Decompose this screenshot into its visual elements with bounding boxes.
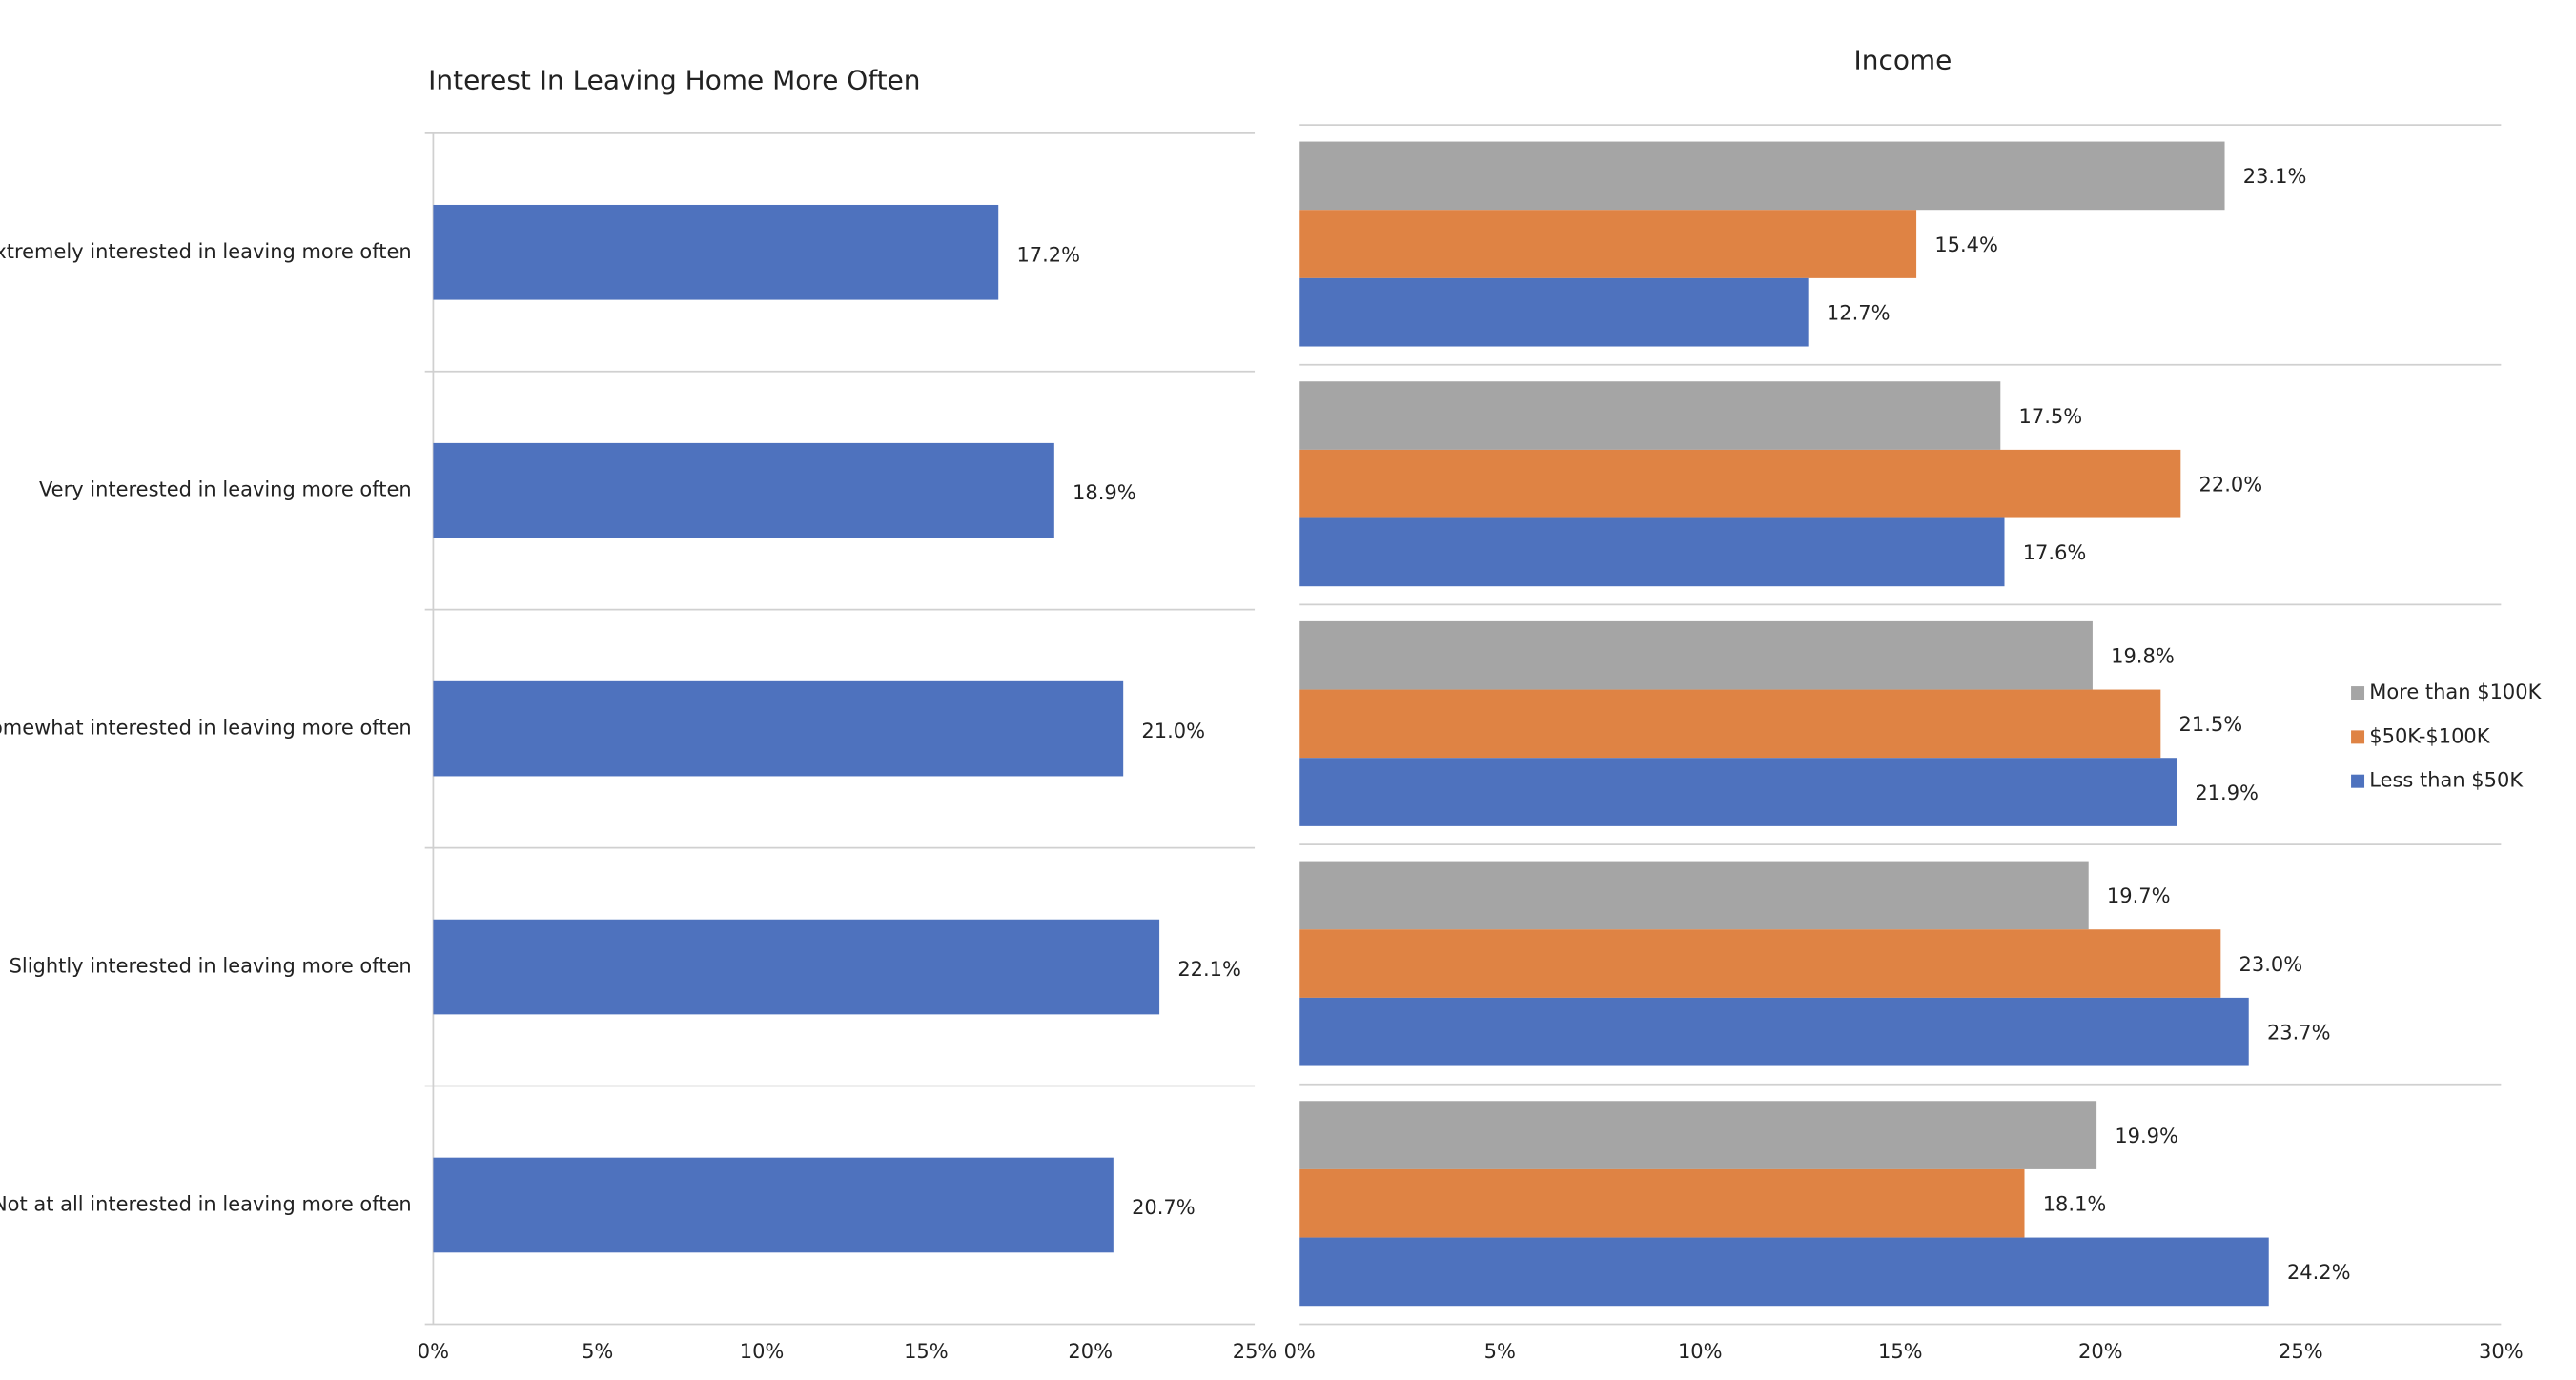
bar [1299,929,2221,998]
data-label: 24.2% [2287,1261,2351,1284]
legend-swatch [2351,774,2365,788]
y-tick-label: Extremely interested in leaving more oft… [0,240,412,263]
x-tick-label: 0% [1284,1340,1316,1363]
x-tick-label: 15% [1878,1340,1923,1363]
x-tick-label: 0% [418,1340,449,1363]
x-tick-label: 10% [1678,1340,1723,1363]
data-label: 22.0% [2199,473,2263,496]
data-label: 23.0% [2239,953,2303,976]
bar [433,680,1124,777]
data-label: 17.6% [2023,541,2087,564]
bar [1299,861,2089,930]
bar [1299,518,2005,587]
bar [1299,381,2001,450]
x-tick-label: 15% [904,1340,949,1363]
legend-label: $50K-$100K [2369,724,2491,747]
y-tick-label: Somewhat interested in leaving more ofte… [0,717,412,740]
x-tick-label: 10% [740,1340,785,1363]
x-tick-label: 25% [2279,1340,2323,1363]
data-label: 19.9% [2115,1125,2178,1147]
bar [433,442,1054,538]
legend-label: Less than $50K [2369,769,2524,792]
data-label: 18.9% [1073,481,1136,504]
bar [433,1157,1114,1253]
bar [1299,997,2249,1066]
chart-title: Interest In Leaving Home More Often [428,65,920,96]
data-label: 17.2% [1016,243,1080,266]
bar [1299,449,2181,518]
legend-swatch [2351,730,2365,744]
x-tick-label: 20% [1068,1340,1113,1363]
data-label: 19.7% [2107,884,2171,907]
data-label: 20.7% [1132,1196,1196,1219]
data-label: 21.5% [2179,713,2243,736]
data-label: 19.8% [2111,644,2175,667]
y-tick-label: Slightly interested in leaving more ofte… [10,955,412,978]
bar [1299,689,2161,759]
y-tick-label: Not at all interested in leaving more of… [0,1192,412,1215]
bar [433,204,999,300]
bar [1299,1168,2025,1238]
data-label: 21.0% [1141,720,1205,742]
x-tick-label: 5% [1484,1340,1516,1363]
bar [1299,141,2225,211]
chart-title: Income [1853,45,1952,76]
data-label: 21.9% [2195,781,2259,804]
data-label: 15.4% [1934,233,1998,256]
data-label: 18.1% [2043,1192,2107,1215]
legend-label: More than $100K [2369,680,2542,703]
x-tick-label: 20% [2078,1340,2123,1363]
x-tick-label: 30% [2479,1340,2524,1363]
data-label: 17.5% [2019,405,2083,428]
bar [1299,758,2177,826]
bar [1299,277,1809,347]
bar [1299,210,1917,278]
bar [1299,620,2093,690]
x-tick-label: 25% [1233,1340,1278,1363]
data-label: 22.1% [1177,958,1241,981]
bar [1299,1101,2097,1169]
data-label: 23.1% [2243,165,2307,188]
bar [433,919,1160,1015]
legend-swatch [2351,686,2365,700]
y-tick-label: Very interested in leaving more often [39,478,412,501]
data-label: 23.7% [2267,1021,2331,1044]
data-label: 12.7% [1827,301,1891,324]
bar [1299,1237,2269,1307]
x-tick-label: 5% [582,1340,613,1363]
